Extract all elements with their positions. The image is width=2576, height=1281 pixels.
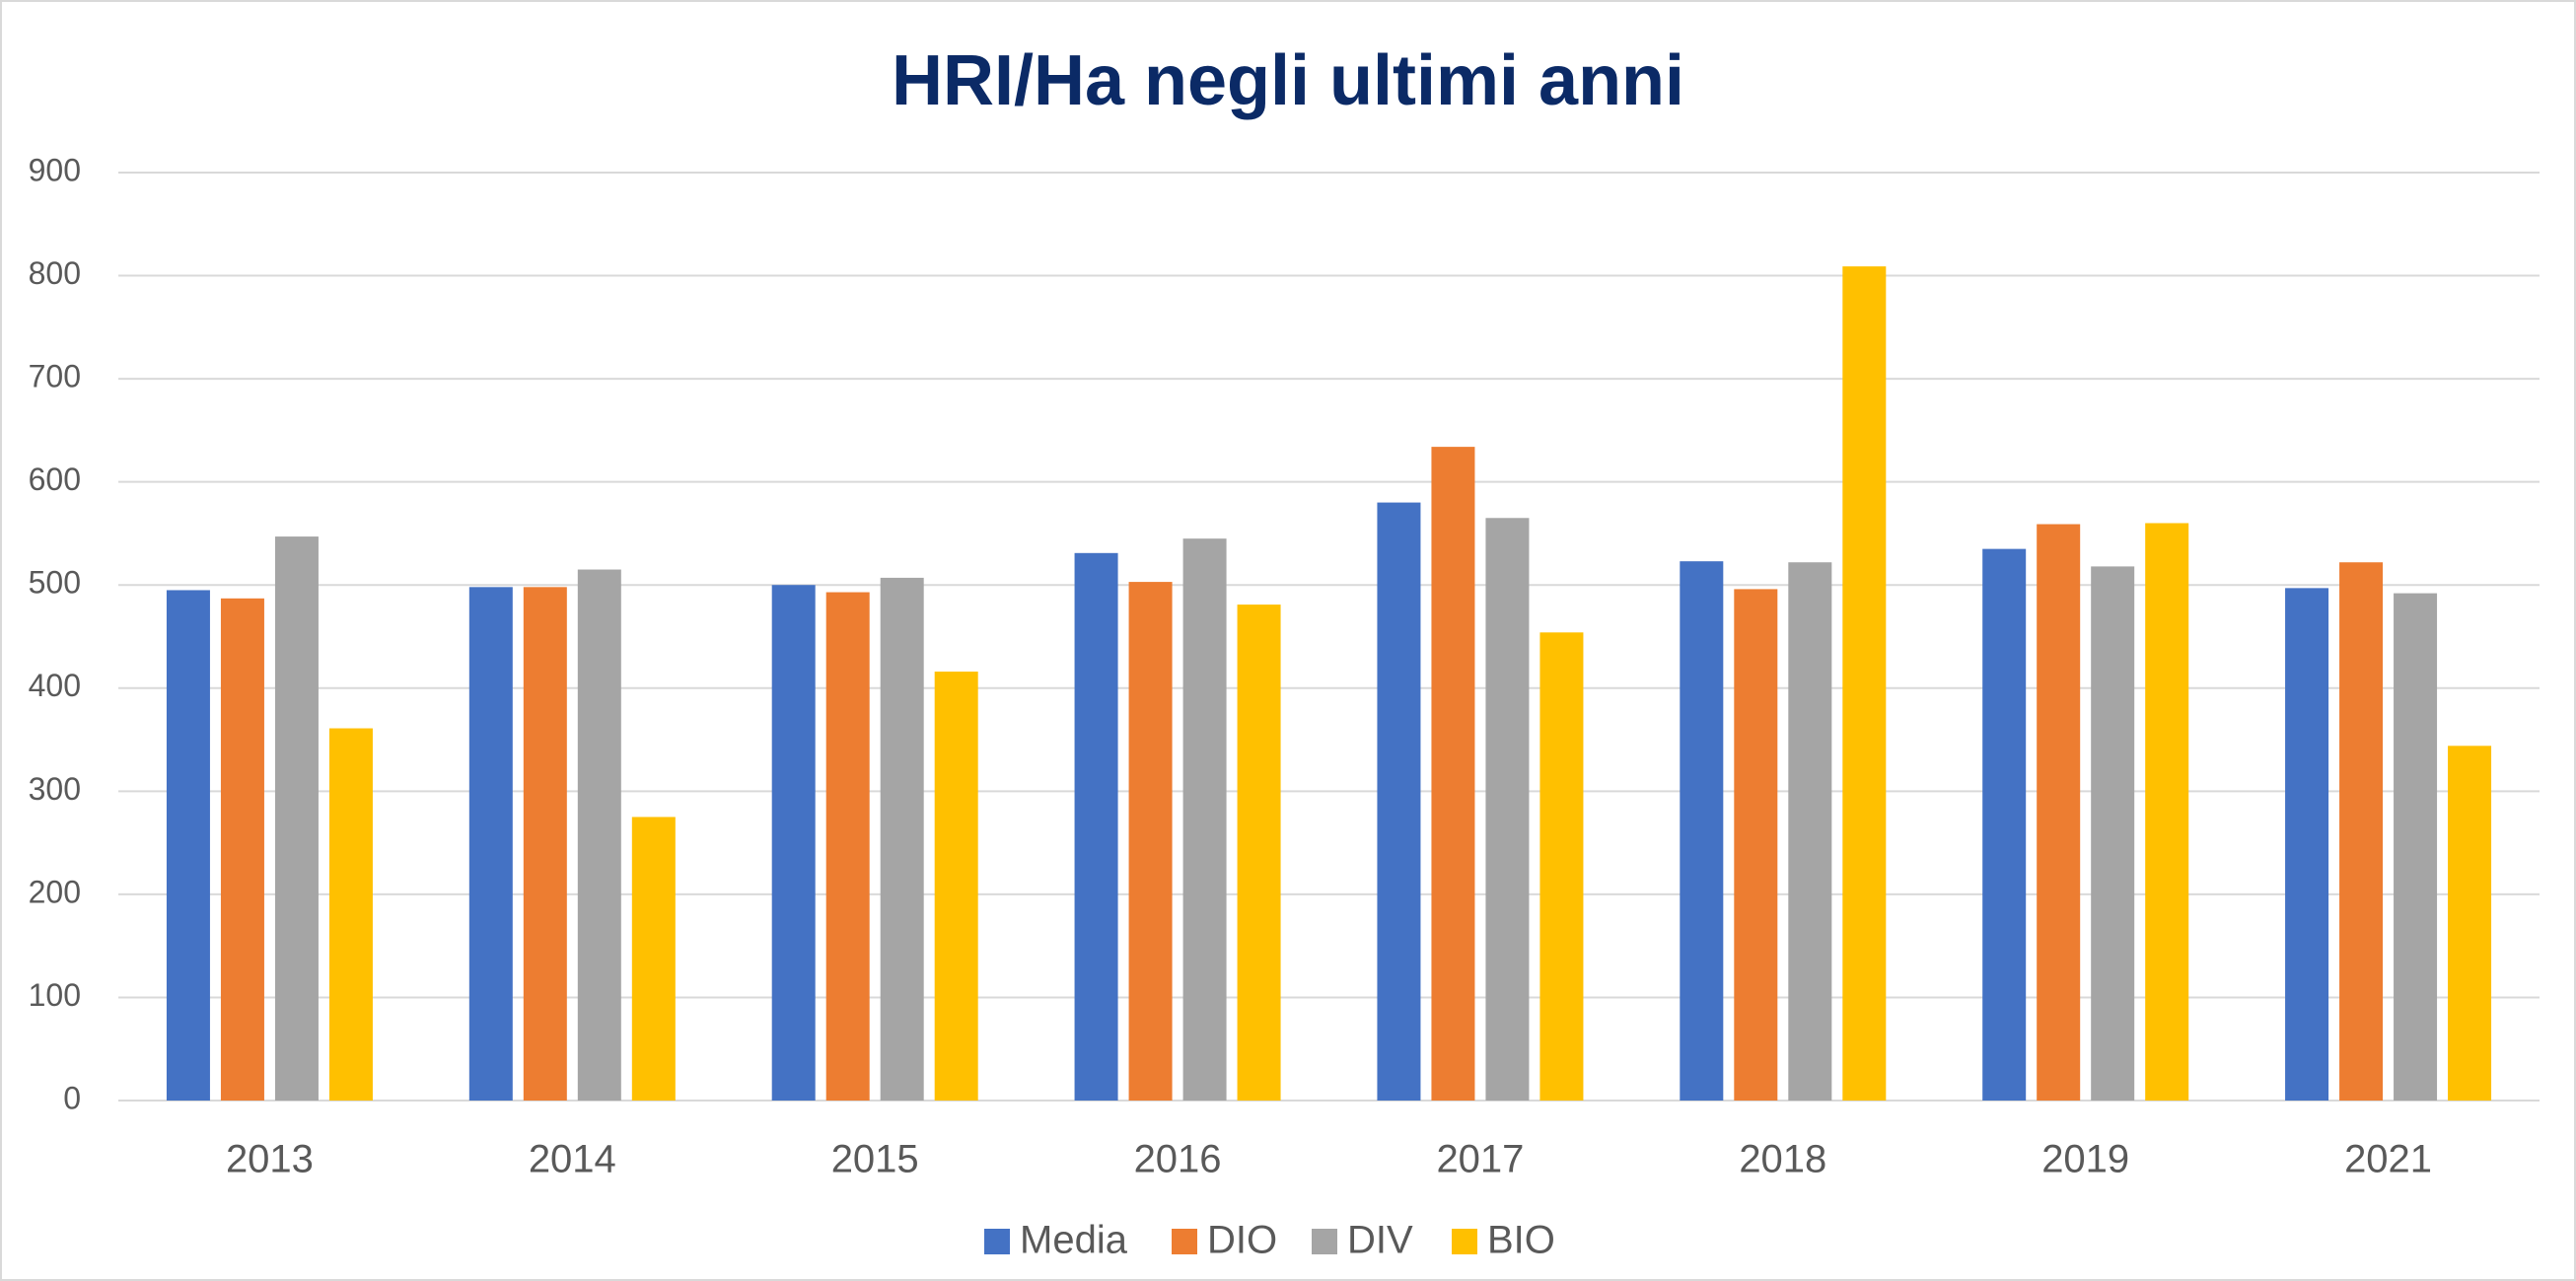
legend-swatch [1172, 1229, 1197, 1254]
y-tick-label: 300 [29, 771, 81, 807]
bar [2394, 593, 2438, 1101]
x-tick-label: 2021 [2344, 1138, 2432, 1181]
bar [1074, 552, 1118, 1101]
bar [523, 587, 567, 1101]
y-tick-label: 100 [29, 977, 81, 1013]
y-tick-label: 600 [29, 462, 81, 497]
x-tick-label: 2018 [1739, 1138, 1826, 1181]
bar [220, 598, 264, 1101]
bar [2091, 566, 2135, 1101]
bar [1485, 518, 1530, 1101]
bar [1734, 589, 1778, 1101]
bar [1982, 548, 2027, 1101]
bar [771, 585, 816, 1101]
bar [577, 569, 621, 1101]
y-tick-label: 400 [29, 668, 81, 703]
legend-swatch [1452, 1229, 1477, 1254]
bar [1539, 632, 1584, 1101]
x-tick-label: 2013 [226, 1138, 314, 1181]
legend-label: DIO [1207, 1219, 1277, 1262]
bar [880, 577, 924, 1101]
x-tick-label: 2015 [831, 1138, 919, 1181]
y-tick-label: 500 [29, 565, 81, 601]
bar [934, 672, 978, 1101]
bar [2339, 562, 2384, 1101]
x-tick-label: 2019 [2041, 1138, 2129, 1181]
bar [631, 817, 676, 1101]
bar [2448, 746, 2492, 1101]
legend-label: Media [1020, 1219, 1128, 1262]
bar [2285, 588, 2329, 1101]
bar [274, 536, 319, 1101]
bar [2037, 524, 2081, 1101]
y-tick-label: 0 [63, 1080, 81, 1115]
bar [328, 728, 373, 1101]
y-tick-label: 800 [29, 255, 81, 291]
bar [2145, 523, 2189, 1101]
bar [1128, 582, 1173, 1101]
bar [1788, 562, 1832, 1101]
y-tick-label: 700 [29, 359, 81, 394]
legend-swatch [1312, 1229, 1337, 1254]
x-tick-label: 2016 [1134, 1138, 1222, 1181]
y-tick-label: 900 [29, 152, 81, 187]
legend-label: BIO [1487, 1219, 1555, 1262]
bar [1842, 266, 1887, 1101]
bar [1680, 561, 1724, 1101]
x-tick-label: 2017 [1436, 1138, 1524, 1181]
x-tick-label: 2014 [529, 1138, 616, 1181]
bar [468, 587, 513, 1101]
bar [1377, 502, 1421, 1102]
legend-swatch [984, 1229, 1010, 1254]
bar [825, 592, 870, 1101]
chart-title: HRI/Ha negli ultimi anni [892, 41, 1684, 120]
y-tick-label: 200 [29, 874, 81, 909]
bar [1182, 538, 1227, 1101]
bar [1237, 605, 1281, 1101]
legend-label: DIV [1347, 1219, 1413, 1262]
bar [166, 590, 210, 1101]
bar [1431, 447, 1475, 1101]
